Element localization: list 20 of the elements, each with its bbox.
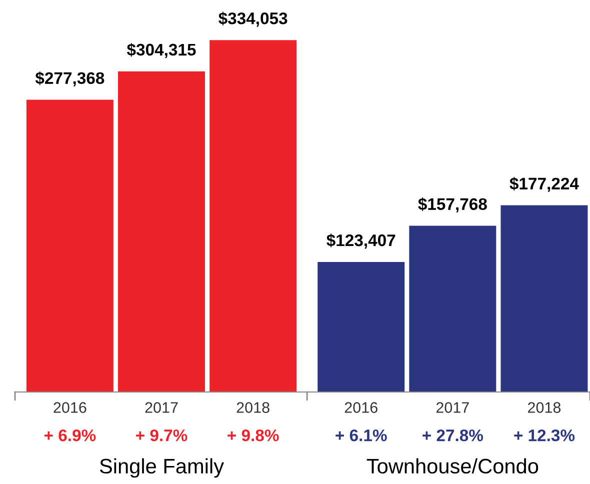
data-label: $304,315 xyxy=(126,43,196,58)
data-label: $177,224 xyxy=(510,176,579,192)
text: + 9.7% xyxy=(136,429,188,442)
x-tick-label: 2017 xyxy=(436,402,469,413)
data-label: $123,407 xyxy=(326,234,396,249)
text: Single Family xyxy=(100,458,224,478)
text: Townhouse/Condo xyxy=(366,458,538,474)
x-tick-label: 2017 xyxy=(145,402,178,413)
text: + 27.8% xyxy=(422,429,484,442)
x-tick-label: 2018 xyxy=(528,402,561,413)
x-tick-label: 2016 xyxy=(54,402,86,413)
x-tick-label: 2016 xyxy=(344,402,378,413)
data-label: $277,368 xyxy=(35,71,104,86)
text: + 6.9% xyxy=(44,429,96,442)
text: + 12.3% xyxy=(514,429,575,442)
text: + 6.1% xyxy=(336,429,387,442)
data-label: $334,053 xyxy=(218,12,288,27)
data-label: $157,768 xyxy=(418,197,487,212)
text: + 9.8% xyxy=(228,429,279,442)
x-tick-label: 2018 xyxy=(236,402,270,413)
